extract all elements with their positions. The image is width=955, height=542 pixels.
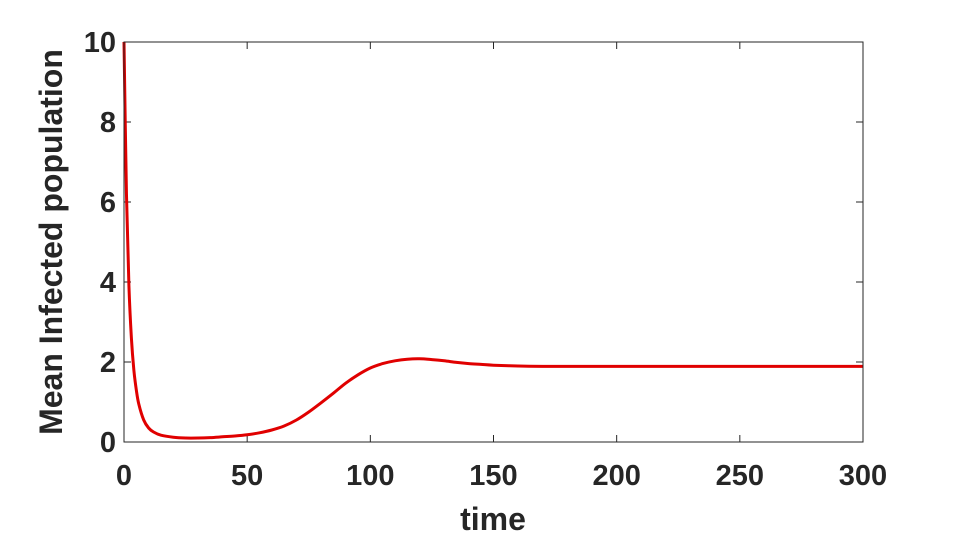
y-tick-label: 4 — [100, 267, 116, 299]
y-tick-label: 0 — [100, 427, 116, 459]
y-tick-label: 6 — [100, 187, 116, 219]
x-tick-label: 250 — [716, 460, 764, 492]
y-tick-label: 8 — [100, 107, 116, 139]
x-tick-label: 100 — [346, 460, 394, 492]
tick-labels: 0 50 100 150 200 250 300 0 2 4 6 8 10 — [84, 27, 887, 492]
x-tick-label: 200 — [592, 460, 640, 492]
series-line-mean-infected — [122, 41, 863, 440]
x-tick-label: 300 — [839, 460, 887, 492]
x-tick-label: 150 — [469, 460, 517, 492]
x-tick-label: 50 — [231, 460, 263, 492]
plot-area — [124, 42, 863, 442]
x-tick-label: 0 — [116, 460, 132, 492]
axes-box — [123, 41, 864, 443]
y-tick-label: 2 — [100, 347, 116, 379]
y-axis-label: Mean Infected population — [33, 49, 69, 435]
y-tick-label: 10 — [84, 27, 116, 59]
x-axis-label: time — [460, 501, 526, 537]
